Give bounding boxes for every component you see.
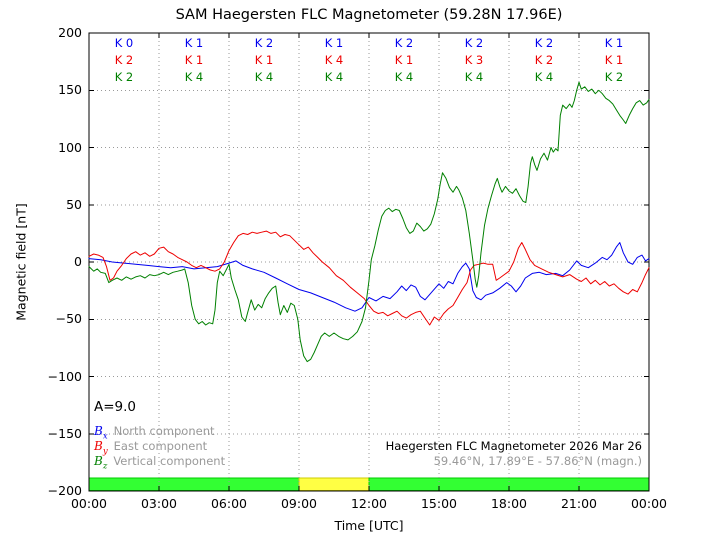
activity-bar-segment-0: [88, 477, 300, 491]
k-index-by-4: K 1: [394, 53, 414, 67]
station-info-title: Haegersten FLC Magnetometer 2026 Mar 26: [385, 439, 642, 453]
chart-title: SAM Haegersten FLC Magnetometer (59.28N …: [175, 7, 563, 23]
k-index-by-7: K 1: [604, 53, 624, 67]
k-index-bz-6: K 4: [534, 70, 554, 84]
y-tick-label: −50: [55, 311, 82, 327]
x-tick-label: 00:00: [70, 496, 108, 511]
x-tick-label: 15:00: [420, 496, 458, 511]
a-index-annotation: A=9.0: [94, 399, 137, 415]
k-index-bz-3: K 4: [324, 70, 344, 84]
y-tick-label: −100: [47, 368, 82, 384]
y-tick-label: −150: [47, 425, 82, 441]
k-index-bx-7: K 1: [604, 36, 624, 50]
station-info-box: Haegersten FLC Magnetometer 2026 Mar 26 …: [386, 439, 642, 469]
k-index-bz-2: K 4: [254, 70, 274, 84]
series-line-bx: [88, 242, 650, 312]
k-index-bx-1: K 1: [184, 36, 204, 50]
y-tick-label: −200: [47, 483, 82, 498]
k-index-bz-7: K 2: [604, 70, 624, 84]
k-index-by-1: K 1: [184, 53, 204, 67]
y-tick-label: 0: [74, 254, 82, 269]
k-index-by-3: K 4: [324, 53, 344, 67]
x-tick-label: 03:00: [140, 496, 178, 511]
x-tick-label: 18:00: [490, 496, 528, 511]
y-axis-label: Magnetic field [nT]: [13, 203, 29, 321]
legend-label-x: North component: [113, 424, 215, 438]
y-tick-label: 150: [58, 82, 82, 98]
k-index-bx-5: K 2: [464, 36, 484, 50]
k-index-bz-5: K 4: [464, 70, 484, 84]
y-tick-label: 100: [58, 139, 82, 155]
x-tick-label: 12:00: [350, 496, 388, 511]
station-info-coords: 59.46°N, 17.89°E - 57.86°N (magn.): [433, 454, 642, 468]
k-index-by-5: K 3: [464, 53, 484, 67]
legend-item-x: Bx North component: [94, 424, 215, 442]
k-index-by-2: K 1: [254, 53, 274, 67]
legend-symbol-bx: Bx: [94, 424, 108, 442]
k-index-bx-0: K 0: [114, 36, 134, 50]
x-tick-label: 21:00: [560, 496, 598, 511]
legend-symbol-bz: Bz: [94, 454, 108, 472]
x-tick-label: 06:00: [210, 496, 248, 511]
k-index-bz-1: K 4: [184, 70, 204, 84]
k-index-bz-4: K 4: [394, 70, 414, 84]
x-tick-label: 09:00: [280, 496, 318, 511]
k-index-bz-0: K 2: [114, 70, 134, 84]
legend-item-y: By East component: [94, 439, 208, 457]
y-tick-label: 50: [66, 196, 82, 212]
series-line-bz: [88, 81, 650, 363]
k-index-bx-2: K 2: [254, 36, 274, 50]
legend-item-z: Bz Vertical component: [94, 454, 226, 472]
k-index-by-0: K 2: [114, 53, 134, 67]
k-index-by-6: K 2: [534, 53, 554, 67]
k-index-bx-6: K 2: [534, 36, 554, 50]
k-index-bx-3: K 1: [324, 36, 344, 50]
legend-label-y: East component: [113, 439, 208, 453]
legend-symbol-by: By: [94, 439, 108, 457]
plot-border: [88, 32, 650, 492]
series-line-by: [88, 230, 650, 326]
legend-label-z: Vertical component: [113, 454, 226, 468]
activity-bar-segment-1: [298, 477, 370, 491]
x-axis-label: Time [UTC]: [334, 518, 404, 533]
k-index-bx-4: K 2: [394, 36, 414, 50]
x-tick-label: 00:00: [630, 496, 668, 511]
y-tick-label: 200: [58, 25, 82, 40]
